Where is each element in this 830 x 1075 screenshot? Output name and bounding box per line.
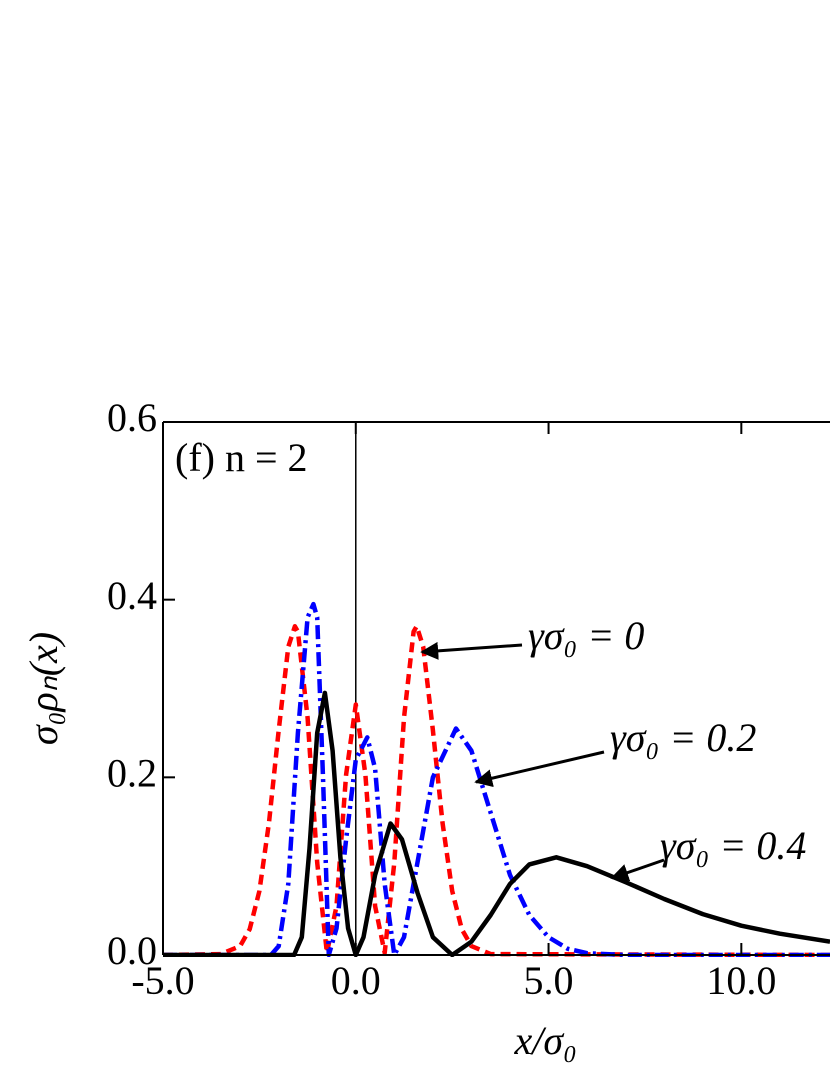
annotation-arrow [474, 750, 605, 788]
x-tick-label: -5.0 [131, 958, 194, 1003]
plot [163, 601, 830, 957]
y-tick-label: 0.2 [107, 751, 157, 796]
y-tick-label: 0.6 [107, 395, 157, 440]
annotation: γσ₀ = 0.2 [610, 715, 756, 760]
x-tick-label: 10.0 [706, 958, 776, 1003]
panel-label: (f) n = 2 [175, 435, 308, 480]
x-tick-label: 0.0 [331, 958, 381, 1003]
annotation: γσ₀ = 0.4 [660, 823, 806, 868]
y-tick-label: 0.0 [107, 928, 157, 973]
y-axis-label: σ₀ρₙ(x) [21, 632, 66, 745]
series-line [163, 624, 830, 957]
x-axis-label: x/σ₀ [514, 1018, 578, 1063]
series-line [163, 601, 830, 957]
annotation-arrow [610, 858, 665, 882]
annotation: γσ₀ = 0 [528, 613, 644, 658]
series-line [163, 690, 830, 957]
x-tick-label: 5.0 [524, 958, 574, 1003]
y-tick-label: 0.4 [107, 573, 157, 618]
annotation-arrow [420, 641, 523, 660]
